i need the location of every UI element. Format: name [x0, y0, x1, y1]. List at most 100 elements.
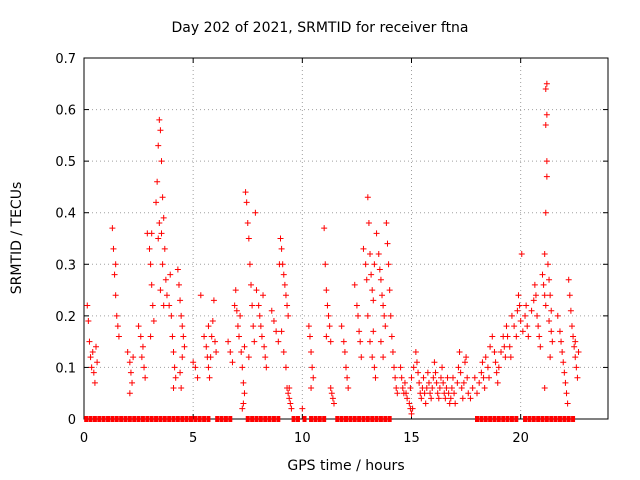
data-point — [282, 292, 289, 299]
data-point — [434, 390, 441, 397]
data-point — [275, 338, 282, 345]
x-tick-label: 10 — [294, 431, 311, 446]
data-point — [168, 312, 175, 319]
data-point — [418, 395, 425, 402]
zero-point — [114, 416, 119, 422]
data-point — [481, 385, 488, 392]
data-point — [547, 292, 554, 299]
data-point — [268, 307, 275, 314]
data-point — [543, 173, 550, 180]
data-point — [547, 354, 554, 361]
zero-point — [357, 416, 362, 422]
data-point — [480, 374, 487, 381]
data-point — [127, 369, 134, 376]
data-point — [126, 359, 133, 366]
data-point — [541, 385, 548, 392]
data-point — [233, 307, 240, 314]
data-point — [369, 354, 376, 361]
data-point — [457, 369, 464, 376]
zero-point — [562, 416, 567, 422]
data-point — [251, 338, 258, 345]
data-point — [507, 354, 514, 361]
data-point — [471, 374, 478, 381]
data-point — [84, 302, 91, 309]
data-point — [539, 271, 546, 278]
data-point — [148, 281, 155, 288]
data-point — [516, 302, 523, 309]
data-point — [343, 364, 349, 371]
data-point — [495, 364, 502, 371]
axis-ticks: 0 0.1 0.2 0.3 0.4 0.5 0.6 0.7 0 5 10 15 20 — [55, 52, 608, 446]
zero-point — [140, 416, 145, 422]
data-point — [156, 116, 163, 123]
zero-point — [276, 416, 281, 422]
data-point — [327, 385, 334, 392]
zero-point — [309, 416, 314, 422]
zero-point — [123, 416, 128, 422]
data-point — [147, 261, 154, 268]
x-tick-label: 0 — [80, 431, 88, 446]
data-point — [542, 209, 549, 216]
data-point — [308, 348, 315, 355]
data-point — [258, 333, 265, 340]
data-point — [205, 323, 212, 330]
data-point — [429, 385, 436, 392]
zero-point — [101, 416, 106, 422]
data-points — [84, 80, 582, 422]
data-point — [542, 85, 549, 92]
data-point — [443, 385, 450, 392]
zero-point — [483, 416, 488, 422]
data-point — [181, 343, 188, 350]
data-point — [161, 245, 168, 252]
data-point — [159, 261, 166, 268]
zero-point — [339, 416, 344, 422]
data-point — [250, 323, 257, 330]
data-point — [205, 364, 212, 371]
zero-point — [106, 416, 111, 422]
data-point — [563, 390, 570, 397]
data-point — [487, 343, 494, 350]
zero-point — [317, 416, 322, 422]
zero-point — [154, 416, 159, 422]
y-tick-label: 0.4 — [55, 207, 76, 222]
zero-point — [223, 416, 228, 422]
zero-point — [549, 416, 554, 422]
data-point — [239, 364, 246, 371]
data-point — [177, 369, 184, 376]
zero-point — [180, 416, 185, 422]
data-point — [387, 312, 394, 319]
data-point — [567, 307, 574, 314]
data-point — [513, 333, 520, 340]
data-point — [428, 395, 435, 402]
y-tick-label: 0.6 — [55, 104, 76, 119]
data-point — [455, 364, 462, 371]
data-point — [278, 328, 285, 335]
data-point — [306, 333, 313, 340]
zero-point — [291, 416, 296, 422]
data-point — [341, 348, 348, 355]
data-point — [424, 369, 431, 376]
zero-point — [527, 416, 532, 422]
data-point — [243, 199, 250, 206]
data-point — [535, 323, 542, 330]
zero-point — [335, 416, 340, 422]
data-point — [111, 271, 118, 278]
data-point — [138, 354, 145, 361]
data-point — [436, 385, 443, 392]
data-point — [467, 395, 474, 402]
data-point — [148, 230, 155, 237]
data-point — [456, 348, 463, 355]
data-point — [86, 338, 93, 345]
zero-point — [488, 416, 493, 422]
data-point — [368, 271, 375, 278]
data-point — [85, 318, 92, 325]
data-point — [425, 379, 432, 386]
data-point — [514, 307, 521, 314]
zero-point — [571, 416, 576, 422]
zero-point — [387, 416, 392, 422]
data-point — [501, 343, 508, 350]
data-point — [384, 240, 391, 247]
data-point — [491, 348, 498, 355]
data-point — [570, 333, 577, 340]
zero-point — [119, 416, 124, 422]
